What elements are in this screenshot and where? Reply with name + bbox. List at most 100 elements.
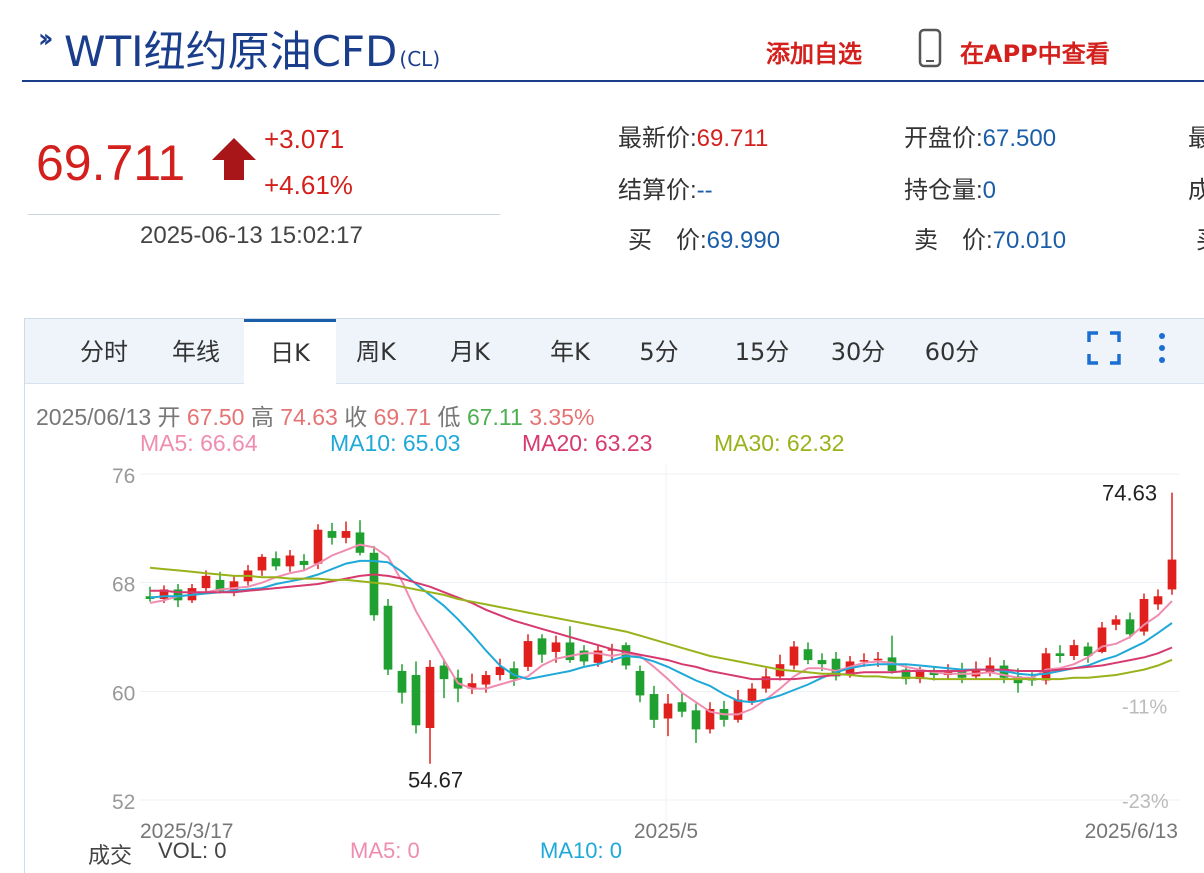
tab-4[interactable]: 月K: [450, 338, 490, 366]
candle-body: [313, 529, 323, 564]
candle-body: [1139, 598, 1149, 632]
candle-body: [1055, 653, 1065, 657]
x-tick-label: 2025/3/17: [140, 820, 233, 843]
candle-body: [1153, 596, 1163, 605]
candle-body: [817, 660, 827, 665]
candle-body: [733, 699, 743, 720]
candle-body: [915, 670, 925, 680]
ma-line-ma5: [149, 543, 1173, 716]
candle-body: [593, 650, 603, 663]
open-price-value: 67.500: [982, 125, 1057, 152]
add-favorite-button[interactable]: 添加自选: [766, 40, 862, 68]
candle-body: [747, 688, 757, 701]
volume-value: VOL: 0: [158, 838, 227, 863]
open-interest-field: 持仓量:0: [904, 170, 996, 205]
info-date: 2025/06/13: [36, 404, 152, 430]
candle-body: [481, 675, 491, 685]
candle-body: [551, 642, 561, 652]
ma5-legend: MA5: 66.64: [140, 430, 258, 456]
instrument-code: (CL): [399, 47, 441, 71]
truncated-field-3: 买: [1196, 220, 1204, 255]
candle-body: [327, 531, 337, 538]
info-close-label: 收: [344, 404, 368, 430]
candle-body: [257, 556, 267, 571]
truncated-field-2: 成: [1188, 177, 1204, 204]
candle-body: [271, 558, 281, 567]
tab-2[interactable]: 日K: [244, 319, 336, 384]
ask-price-value: 70.010: [992, 227, 1067, 254]
bid-price-field: 买 价:69.990: [628, 220, 780, 255]
low-annotation: 54.67: [408, 768, 463, 793]
tab-8[interactable]: 30分: [830, 338, 886, 366]
candle-body: [145, 596, 155, 599]
price-change-percent: +4.61%: [264, 170, 353, 200]
price-change: +3.071: [264, 124, 345, 154]
candle-body: [397, 670, 407, 693]
info-open: 67.50: [186, 404, 245, 430]
ma10-legend: MA10: 65.03: [330, 430, 461, 456]
tab-5[interactable]: 年K: [550, 338, 590, 366]
high-annotation: 74.63: [1102, 481, 1157, 506]
price-divider: [28, 214, 500, 215]
open-price-label: 开盘价:: [904, 125, 983, 152]
tab-6[interactable]: 5分: [639, 338, 679, 366]
ma20-legend: MA20: 63.23: [522, 430, 653, 456]
volume-label: 成交: [88, 843, 133, 868]
candle-body: [677, 702, 687, 712]
candle-body: [789, 646, 799, 666]
candle-body: [579, 650, 589, 662]
candle-body: [565, 642, 575, 661]
candle-body: [215, 579, 225, 591]
candle-body: [201, 575, 211, 589]
settle-price-value: --: [696, 177, 713, 204]
info-low-label: 低: [437, 404, 461, 430]
phone-icon: [918, 28, 942, 68]
candle-body: [859, 660, 869, 662]
y-tick-label: 52: [112, 791, 135, 814]
candle-body: [229, 581, 239, 591]
truncated-field-1: 最: [1188, 125, 1204, 152]
tab-3[interactable]: 周K: [356, 338, 396, 366]
latest-price-field: 最新价:69.711: [618, 118, 768, 153]
open-interest-label: 持仓量:: [904, 177, 983, 204]
x-tick-label: 2025/5: [634, 820, 698, 843]
open-price-field: 开盘价:67.500: [904, 118, 1056, 153]
current-price: 69.711: [36, 135, 186, 191]
y-tick-label: 60: [112, 682, 135, 705]
bid-price-value: 69.990: [706, 227, 781, 254]
fullscreen-icon[interactable]: [1086, 330, 1122, 366]
candle-body: [425, 666, 435, 729]
y-tick-label: 68: [112, 574, 135, 597]
candle-body: [341, 531, 351, 538]
open-in-app-link[interactable]: 在APP中查看: [960, 40, 1110, 68]
candle-body: [299, 560, 309, 566]
candle-body: [873, 658, 883, 661]
bid-price-label: 买 价:: [628, 227, 707, 254]
candle-body: [929, 672, 939, 676]
info-open-label: 开: [157, 404, 181, 430]
candle-body: [691, 710, 701, 730]
ask-price-label: 卖 价:: [914, 227, 993, 254]
tab-0[interactable]: 分时: [80, 338, 128, 366]
tab-9[interactable]: 60分: [924, 338, 980, 366]
candle-body: [1083, 646, 1093, 657]
candle-body: [663, 703, 673, 719]
open-interest-value: 0: [982, 177, 997, 204]
candle-body: [1069, 645, 1079, 657]
candle-body: [439, 665, 449, 680]
candle-body: [509, 668, 519, 680]
up-arrow-icon: [212, 138, 256, 180]
tab-7[interactable]: 15分: [734, 338, 790, 366]
volume-ma10: MA10: 0: [540, 838, 622, 863]
tab-1[interactable]: 年线: [172, 338, 220, 366]
x-tick-label: 2025/6/13: [1085, 820, 1178, 843]
more-options-icon[interactable]: [1150, 330, 1174, 366]
candle-body: [635, 670, 645, 696]
volume-ma5: MA5: 0: [350, 838, 420, 863]
candle-body: [1111, 619, 1121, 625]
candle-body: [369, 552, 379, 616]
candle-body: [901, 669, 911, 680]
candle-body: [1097, 627, 1107, 652]
candle-body: [159, 589, 169, 599]
